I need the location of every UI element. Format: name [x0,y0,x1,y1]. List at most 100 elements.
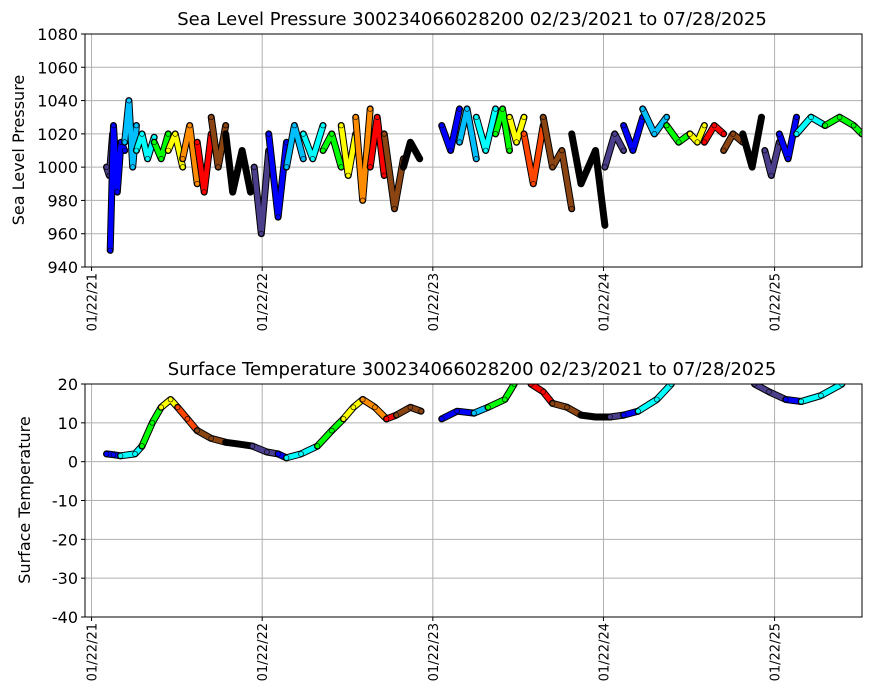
data-point [367,164,374,170]
data-point [194,181,200,187]
data-point [383,416,390,422]
data-point [275,451,281,457]
series-line [776,114,799,162]
data-point [521,131,527,137]
surface-temperature-chart: Surface Temperature 300234066028200 02/2… [15,359,863,681]
axis-ticks: -40 -30 -20 -10 0 10 20 01/22/21 01/22/22 01/22/2… [52,375,784,681]
data-point [165,131,171,137]
data-point [701,122,708,129]
data-point [749,164,755,170]
data-point [201,189,207,195]
data-point [530,181,537,187]
data-point [540,388,547,395]
data-point [340,416,347,422]
data-point [850,122,857,129]
series-line [822,114,862,137]
data-point [103,164,110,170]
data-point [126,97,132,104]
data-point [107,247,113,254]
data-point [766,388,772,395]
data-point [103,451,110,457]
data-point [291,122,298,129]
data-point [438,416,445,422]
data-point [194,427,200,434]
data-point [859,131,862,137]
data-point [602,222,608,229]
data-point [663,122,670,129]
data-point [129,164,136,170]
data-point [564,404,570,411]
data-point [320,122,326,129]
data-point [592,414,599,420]
data-point [283,454,290,461]
data-point [298,451,304,457]
data-point [139,131,145,137]
data-point [179,164,186,170]
data-point [620,122,627,129]
data-point [464,106,470,112]
x-tick-label: 01/22/22 [256,273,271,331]
data-point [720,131,727,137]
data-point [133,122,140,129]
data-point [473,114,480,120]
data-point [393,412,400,418]
series-line [569,131,608,228]
data-point [761,147,768,154]
series-line [266,131,289,220]
data-point [785,156,791,162]
data-point [730,131,736,137]
data-point [559,147,565,154]
data-point [653,396,660,403]
data-point [222,439,229,446]
data-point [776,131,783,137]
sea-level-pressure-chart: Sea Level Pressure 300234066028200 02/23… [9,9,863,331]
data-point [836,114,843,120]
x-tick-label: 01/22/24 [597,273,612,331]
data-point [167,396,174,403]
data-point [407,139,414,145]
y-tick-label: 980 [47,191,78,210]
data-point [367,106,374,112]
y-tick-label: 20 [58,375,78,394]
data-point [416,156,423,162]
data-point [174,404,181,411]
data-point [492,106,499,112]
y-tick-label: 10 [58,414,78,433]
data-point [309,156,316,162]
y-tick-label: -30 [52,569,78,588]
data-point [418,408,424,415]
series-line [251,148,272,237]
y-tick-label: -40 [52,608,78,627]
data-point [400,164,407,170]
data-point [499,106,506,112]
series-line [740,114,764,170]
data-point [374,114,381,120]
data-point [701,139,708,145]
data-point [338,122,345,129]
x-tick-label: 01/22/24 [597,623,612,681]
data-point [179,156,186,162]
y-tick-label: 1040 [37,92,78,111]
data-point [300,131,307,137]
x-tick-label: 01/22/23 [427,273,442,331]
data-point [114,189,121,195]
data-point [549,164,556,170]
data-point [620,412,627,418]
data-point [158,156,164,162]
data-point [372,404,378,411]
data-point [793,131,800,137]
data-point [663,114,670,120]
data-point [620,147,627,154]
x-tick-label: 01/22/25 [769,623,784,681]
data-point [258,230,265,237]
data-point [485,404,491,411]
data-point [630,147,636,154]
data-point [194,139,200,145]
y-tick-label: -10 [52,492,78,511]
data-point [607,414,613,420]
series-line [122,98,139,170]
data-point [456,139,463,145]
data-point [492,131,499,137]
data-point [471,410,477,416]
